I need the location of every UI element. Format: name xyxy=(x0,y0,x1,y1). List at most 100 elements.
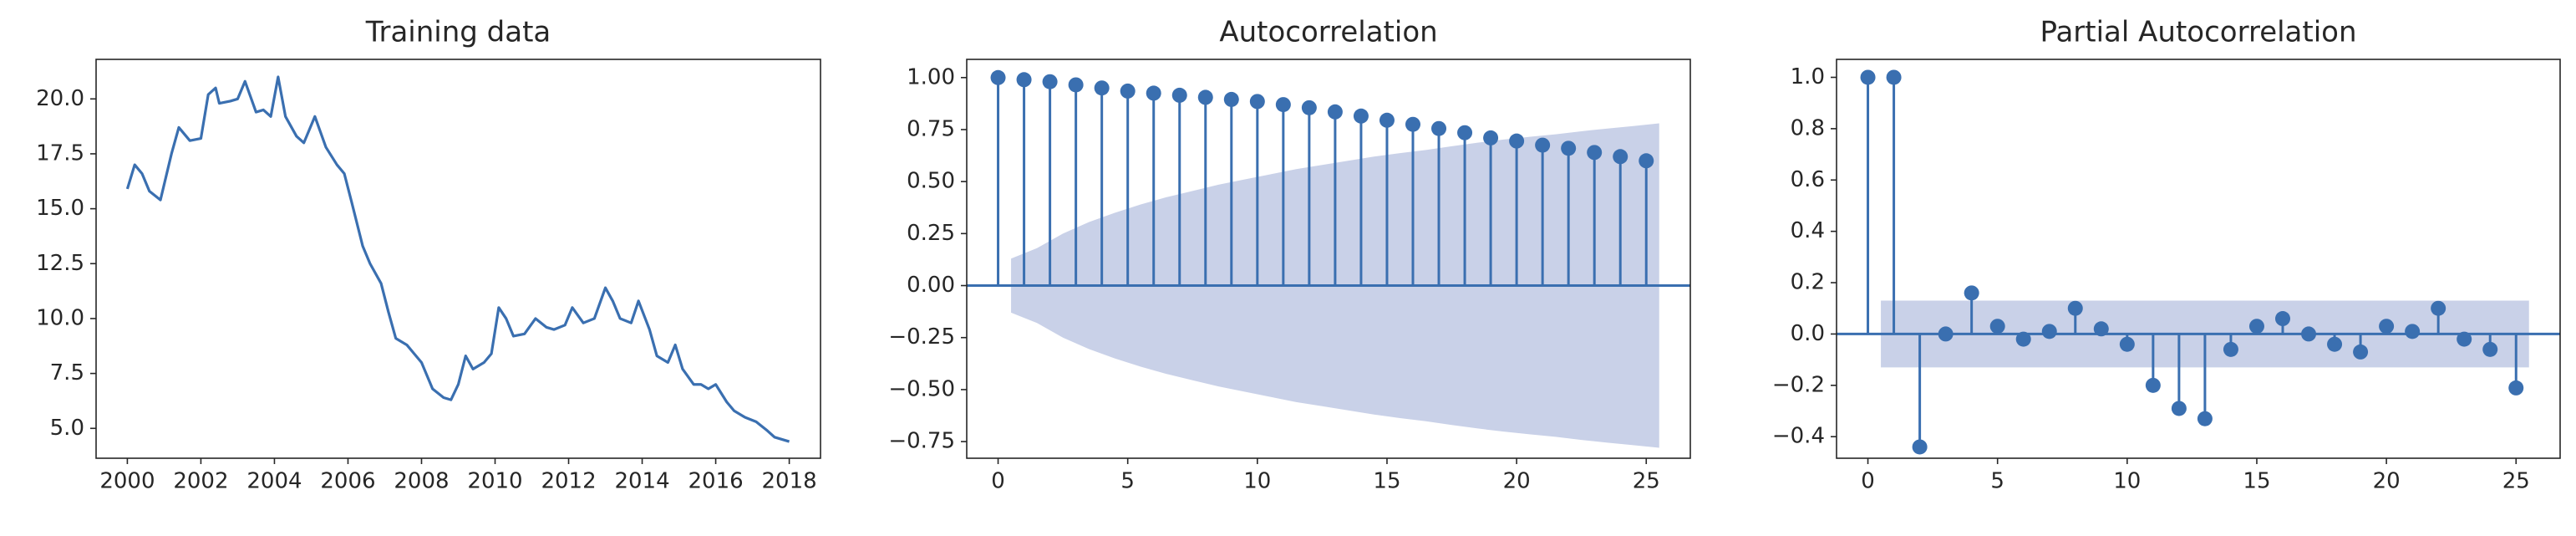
x-tick-label: 2014 xyxy=(614,469,669,494)
stem-marker xyxy=(2041,324,2057,339)
stem-marker xyxy=(1535,137,1551,153)
stem-marker xyxy=(2482,341,2498,357)
stem-marker xyxy=(1561,140,1577,156)
stem-marker xyxy=(1912,439,1928,455)
stem-marker xyxy=(2405,324,2421,339)
stem-marker xyxy=(1405,116,1420,132)
stem-marker xyxy=(1938,326,1954,342)
panel-title: Training data xyxy=(365,16,551,49)
y-tick-label: 0.75 xyxy=(907,116,955,141)
y-tick-label: 20.0 xyxy=(36,86,84,111)
x-tick-label: 15 xyxy=(2243,469,2270,494)
stem-marker xyxy=(2145,377,2161,393)
stem-marker xyxy=(1016,72,1032,88)
x-tick-label: 10 xyxy=(1243,469,1271,494)
y-tick-label: 7.5 xyxy=(50,360,84,385)
stem-marker xyxy=(2353,344,2369,360)
stem-marker xyxy=(2171,401,2187,416)
x-tick-label: 10 xyxy=(2113,469,2141,494)
stem-marker xyxy=(1886,69,1902,85)
stem-marker xyxy=(2327,336,2343,352)
stem-marker xyxy=(1275,97,1291,113)
x-tick-label: 5 xyxy=(1120,469,1135,494)
stem-marker xyxy=(1327,104,1343,120)
x-tick-label: 15 xyxy=(1373,469,1400,494)
y-tick-label: 12.5 xyxy=(36,251,84,276)
y-tick-label: 0.50 xyxy=(907,169,955,194)
y-tick-label: 0.4 xyxy=(1791,218,1825,243)
stem-marker xyxy=(1223,91,1239,107)
stem-marker xyxy=(2248,319,2264,334)
stem-marker xyxy=(2431,300,2446,316)
stem-marker xyxy=(2067,300,2083,316)
stem-marker xyxy=(2223,341,2238,357)
x-tick-label: 0 xyxy=(991,469,1005,494)
y-tick-label: 0.0 xyxy=(1791,321,1825,346)
x-tick-label: 20 xyxy=(2373,469,2401,494)
stem-marker xyxy=(1146,85,1161,101)
y-tick-label: 0.8 xyxy=(1791,115,1825,140)
stem-marker xyxy=(2093,321,2109,337)
stem-marker xyxy=(1860,69,1876,85)
stem-marker xyxy=(1431,120,1447,136)
x-tick-label: 2006 xyxy=(320,469,375,494)
axes-frame xyxy=(966,59,1691,459)
y-tick-label: 1.0 xyxy=(1791,64,1825,89)
stem-marker xyxy=(1483,130,1499,145)
stem-marker xyxy=(1094,80,1110,96)
stem-marker xyxy=(2508,380,2524,396)
y-tick-label: 5.0 xyxy=(50,416,84,441)
stem-marker xyxy=(2119,336,2135,352)
x-tick-label: 2002 xyxy=(173,469,228,494)
stem-marker xyxy=(2274,311,2290,327)
y-tick-label: 0.00 xyxy=(907,273,955,298)
x-tick-label: 20 xyxy=(1503,469,1531,494)
x-tick-label: 2018 xyxy=(762,469,817,494)
stem-marker xyxy=(1639,153,1654,169)
x-tick-label: 2004 xyxy=(246,469,302,494)
stem-marker xyxy=(1457,125,1473,140)
x-tick-label: 2000 xyxy=(99,469,155,494)
stem-marker xyxy=(2379,319,2395,334)
y-tick-label: −0.25 xyxy=(888,324,955,350)
x-tick-label: 0 xyxy=(1861,469,1875,494)
panel-title: Autocorrelation xyxy=(1219,16,1437,49)
stem-marker xyxy=(2457,331,2472,347)
stem-marker xyxy=(1197,89,1213,105)
axes-frame xyxy=(95,59,821,459)
stem-marker xyxy=(1068,77,1084,93)
x-tick-label: 25 xyxy=(1633,469,1660,494)
panel-title: Partial Autocorrelation xyxy=(2040,16,2356,49)
stem-marker xyxy=(1301,100,1317,115)
y-tick-label: −0.2 xyxy=(1772,372,1825,397)
stem-marker xyxy=(1964,285,1979,301)
y-tick-label: 15.0 xyxy=(36,196,84,221)
series-line xyxy=(125,75,790,443)
x-tick-label: 25 xyxy=(2502,469,2530,494)
x-tick-label: 2012 xyxy=(541,469,596,494)
y-tick-label: 1.00 xyxy=(907,64,955,89)
stem-marker xyxy=(2015,331,2031,347)
y-tick-label: −0.50 xyxy=(888,376,955,401)
stem-marker xyxy=(1042,74,1058,89)
stem-marker xyxy=(2301,326,2317,342)
stem-marker xyxy=(1171,87,1187,103)
x-tick-label: 2008 xyxy=(394,469,449,494)
y-tick-label: −0.4 xyxy=(1772,424,1825,449)
stem-marker xyxy=(2197,411,2213,426)
y-tick-label: −0.75 xyxy=(888,429,955,454)
y-tick-label: 17.5 xyxy=(36,140,84,166)
y-tick-label: 10.0 xyxy=(36,305,84,330)
axes-frame xyxy=(1836,59,2561,459)
stem-marker xyxy=(1249,94,1265,110)
stem-marker xyxy=(1509,133,1525,149)
x-tick-label: 5 xyxy=(1990,469,2004,494)
stem-marker xyxy=(1353,108,1369,124)
stem-marker xyxy=(1587,145,1603,161)
stem-marker xyxy=(1989,319,2005,334)
y-tick-label: 0.6 xyxy=(1791,167,1825,192)
y-tick-label: 0.25 xyxy=(907,221,955,246)
stem-marker xyxy=(1613,149,1628,165)
x-tick-label: 2010 xyxy=(467,469,522,494)
